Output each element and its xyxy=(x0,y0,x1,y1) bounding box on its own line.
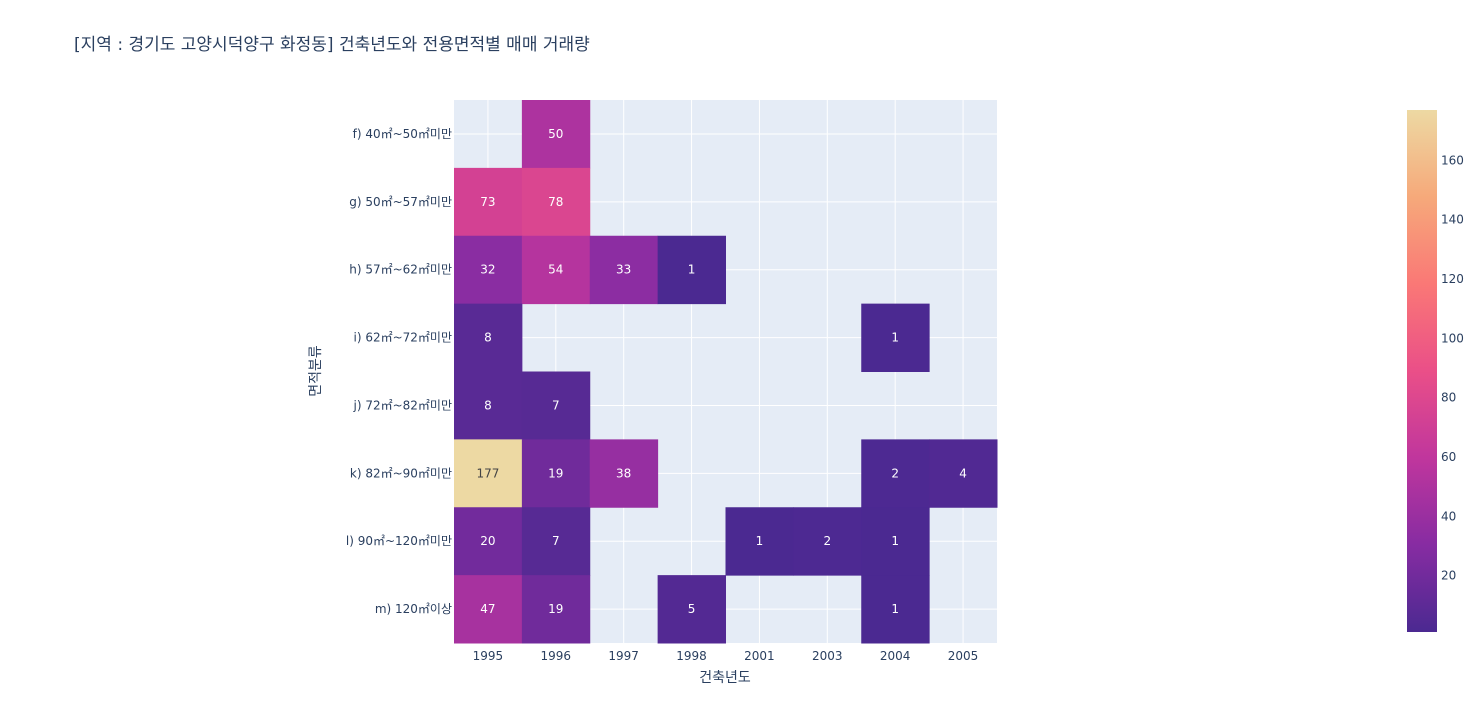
cell-value-label: 19 xyxy=(548,602,563,616)
colorbar-tick-label: 140 xyxy=(1441,213,1464,227)
y-axis-ticks: f) 40㎡~50㎡미만 g) 50㎡~57㎡미만 h) 57㎡~62㎡미만 i) 6… xyxy=(346,127,452,616)
cell-value-label: 1 xyxy=(688,263,696,277)
heatmap-cell[interactable] xyxy=(454,167,523,237)
cell-value-label: 38 xyxy=(616,466,631,480)
colorbar xyxy=(1407,110,1437,632)
cell-value-label: 7 xyxy=(552,534,560,548)
heatmap-cell[interactable] xyxy=(589,439,659,508)
cell-value-label: 4 xyxy=(959,466,967,480)
y-tick-label: l) 90㎡~120㎡미만 xyxy=(346,534,452,548)
heatmap-cell[interactable] xyxy=(793,507,862,576)
heatmap-cell[interactable] xyxy=(454,507,523,576)
heatmap-cell[interactable] xyxy=(861,507,930,576)
y-tick-label: k) 82㎡~90㎡미만 xyxy=(350,466,452,480)
heatmap-cell[interactable] xyxy=(521,507,591,576)
colorbar-ticks: 20 40 60 80 100 120 140 160 xyxy=(1441,153,1464,582)
colorbar-tick-label: 20 xyxy=(1441,569,1456,583)
cell-value-label: 8 xyxy=(484,398,492,412)
heatmap-cell[interactable] xyxy=(454,371,523,440)
x-axis-title: 건축년도 xyxy=(699,670,751,686)
y-tick-label: g) 50㎡~57㎡미만 xyxy=(349,195,452,209)
cell-value-label: 19 xyxy=(548,466,563,480)
x-tick-label: 2001 xyxy=(744,649,775,663)
cell-value-label: 8 xyxy=(484,331,492,345)
x-tick-label: 2003 xyxy=(812,649,843,663)
heatmap-cell[interactable] xyxy=(521,371,591,440)
colorbar-tick-label: 120 xyxy=(1441,272,1464,286)
heatmap-cell[interactable] xyxy=(929,439,998,508)
heatmap-cell[interactable] xyxy=(521,100,591,169)
heatmap-cell[interactable] xyxy=(454,303,523,372)
y-tick-label: i) 62㎡~72㎡미만 xyxy=(353,331,452,345)
x-axis-ticks: 1995 1996 1997 1998 2001 2003 2004 2005 xyxy=(473,649,979,663)
cell-value-label: 47 xyxy=(480,602,495,616)
cell-value-label: 2 xyxy=(823,534,831,548)
x-tick-label: 2005 xyxy=(948,649,979,663)
cell-value-label: 7 xyxy=(552,398,560,412)
colorbar-tick-label: 100 xyxy=(1441,331,1464,345)
colorbar-tick-label: 40 xyxy=(1441,509,1456,523)
heatmap-cell[interactable] xyxy=(589,235,659,305)
cell-value-label: 177 xyxy=(476,466,499,480)
cell-value-label: 32 xyxy=(480,263,495,277)
cell-value-label: 1 xyxy=(891,331,899,345)
cell-value-label: 78 xyxy=(548,195,563,209)
heatmap-cell[interactable] xyxy=(454,439,523,508)
heatmap-cells xyxy=(454,100,998,644)
x-tick-label: 1995 xyxy=(473,649,504,663)
heatmap-cell[interactable] xyxy=(521,439,591,508)
x-tick-label: 2004 xyxy=(880,649,911,663)
heatmap-cell[interactable] xyxy=(521,235,591,305)
chart-title: [지역 : 경기도 고양시덕양구 화정동] 건축년도와 전용면적별 매매 거래량 xyxy=(74,35,590,55)
colorbar-tick-label: 160 xyxy=(1441,153,1464,167)
heatmap-cell[interactable] xyxy=(454,575,523,644)
y-tick-label: f) 40㎡~50㎡미만 xyxy=(353,127,452,141)
heatmap-cell[interactable] xyxy=(861,303,930,372)
heatmap-cell[interactable] xyxy=(861,439,930,508)
colorbar-tick-label: 60 xyxy=(1441,450,1456,464)
heatmap-cell[interactable] xyxy=(657,235,726,305)
cell-value-label: 73 xyxy=(480,195,495,209)
x-tick-label: 1996 xyxy=(541,649,572,663)
cell-value-label: 33 xyxy=(616,263,631,277)
y-axis-title: 면적분류 xyxy=(308,345,324,397)
cell-value-label: 5 xyxy=(688,602,696,616)
heatmap-cell[interactable] xyxy=(454,235,523,305)
cell-value-label: 1 xyxy=(891,534,899,548)
heatmap-cell[interactable] xyxy=(521,575,591,644)
cell-value-label: 1 xyxy=(756,534,764,548)
cell-value-label: 20 xyxy=(480,534,495,548)
cell-value-label: 2 xyxy=(891,466,899,480)
cell-value-label: 50 xyxy=(548,127,563,141)
y-tick-label: m) 120㎡이상 xyxy=(375,602,452,616)
heatmap-cell[interactable] xyxy=(725,507,794,576)
x-tick-label: 1998 xyxy=(676,649,707,663)
cell-value-label: 1 xyxy=(891,602,899,616)
x-tick-label: 1997 xyxy=(608,649,639,663)
heatmap-cell[interactable] xyxy=(861,575,930,644)
cell-labels: 50 73 78 32 54 33 1 8 1 8 7 177 19 38 2 4 20 7 1 2 1 47 19 5 1 xyxy=(476,127,966,616)
colorbar-tick-label: 80 xyxy=(1441,391,1456,405)
cell-value-label: 54 xyxy=(548,263,563,277)
y-tick-label: j) 72㎡~82㎡미만 xyxy=(352,398,452,412)
y-tick-label: h) 57㎡~62㎡미만 xyxy=(349,263,452,277)
heatmap-cell[interactable] xyxy=(657,575,726,644)
heatmap-cell[interactable] xyxy=(521,167,591,237)
